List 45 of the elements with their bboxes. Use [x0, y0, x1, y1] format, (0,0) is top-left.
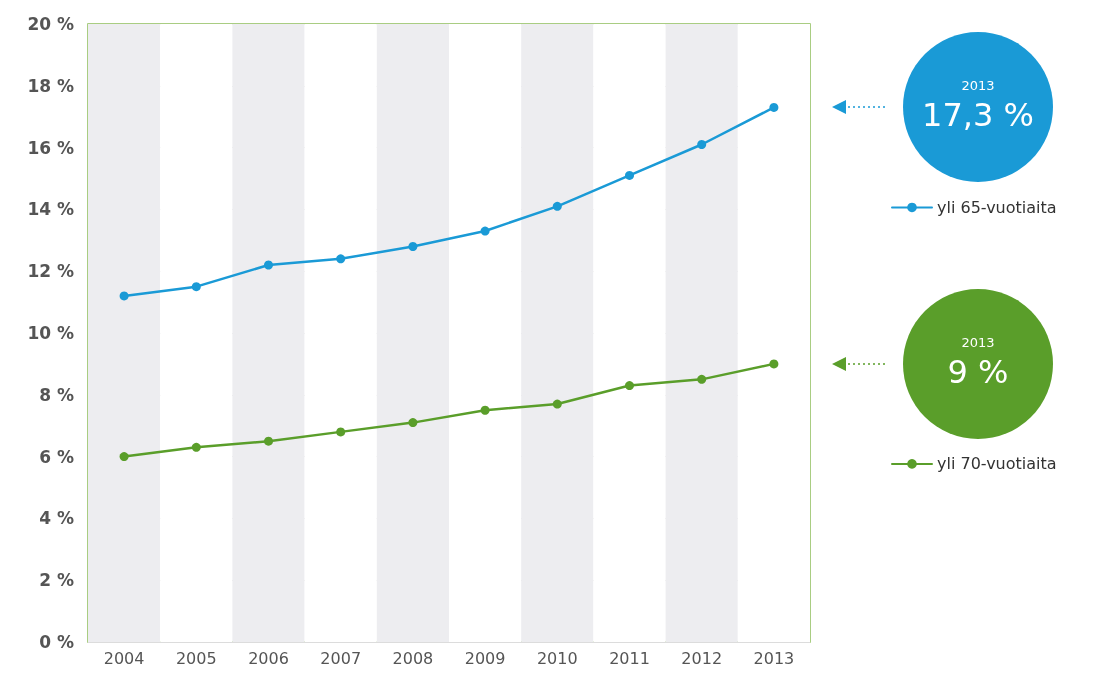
y-tick-label: 10 % [27, 323, 74, 343]
point [408, 418, 418, 428]
y-tick-label: 20 % [27, 14, 74, 34]
legend-label: yli 65-vuotiaita [937, 197, 1057, 217]
y-tick-label: 8 % [39, 384, 74, 405]
y-tick-label: 6 % [39, 446, 74, 467]
y-tick-label: 12 % [27, 261, 74, 282]
point [552, 201, 562, 211]
point [336, 427, 346, 437]
point [264, 260, 273, 270]
point [697, 140, 707, 150]
point [191, 282, 201, 292]
x-tick-label: 2012 [681, 648, 723, 668]
x-tick-label: 2004 [103, 648, 145, 668]
point [119, 291, 129, 301]
y-tick-label: 14 % [27, 199, 74, 220]
point [697, 374, 707, 384]
y-tick-label: 2 % [39, 570, 74, 591]
point [264, 436, 273, 446]
x-tick-label: 2007 [320, 648, 362, 668]
point [552, 399, 562, 409]
point [480, 405, 490, 415]
point [625, 170, 634, 180]
x-tick-label: 2006 [248, 648, 289, 668]
circle-badge: 2013 17,3 % [903, 32, 1053, 183]
point [769, 359, 779, 369]
x-tick-label: 2013 [753, 648, 795, 668]
point [625, 381, 634, 391]
point [336, 254, 346, 264]
legend-label: yli 70-vuotiaita [937, 454, 1057, 474]
x-tick-label: 2008 [392, 648, 434, 668]
y-tick-label: 0 % [39, 632, 74, 652]
y-tick-label: 18 % [27, 75, 74, 96]
x-tick-label: 2011 [609, 648, 650, 668]
x-tick-label: 2009 [464, 648, 506, 668]
x-tick-label: 2010 [536, 648, 578, 668]
x-tick-label: 2005 [175, 648, 217, 668]
point [119, 452, 129, 462]
y-tick-label: 16 % [27, 137, 74, 158]
point [191, 442, 201, 452]
point [480, 226, 490, 236]
point [769, 102, 779, 112]
y-tick-label: 4 % [39, 508, 74, 529]
circle-badge: 2013 9 % [903, 288, 1053, 439]
point [408, 241, 418, 251]
